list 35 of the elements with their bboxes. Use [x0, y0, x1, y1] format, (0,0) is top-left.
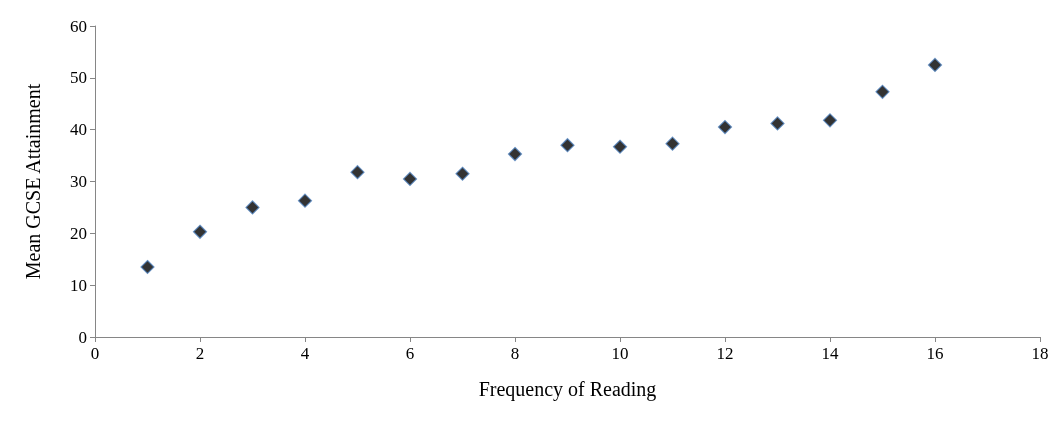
- y-tick-label: 20: [70, 223, 87, 243]
- y-tick-label: 40: [70, 120, 87, 140]
- point: [665, 136, 680, 151]
- point: [245, 200, 260, 215]
- y-tick-label: 0: [78, 327, 87, 347]
- x-tick-label: 10: [611, 344, 629, 363]
- x-tick-label: 2: [195, 344, 205, 363]
- point: [350, 165, 365, 180]
- y-tick-label: 10: [70, 275, 87, 295]
- point: [192, 224, 208, 239]
- x-tick-label: 4: [300, 344, 310, 363]
- x-tick-label: 8: [510, 344, 520, 363]
- x-axis-title: Frequency of Reading: [478, 378, 657, 401]
- point: [927, 57, 943, 72]
- point: [875, 84, 890, 99]
- x-tick-label: 14: [821, 344, 839, 363]
- point: [140, 259, 155, 275]
- point: [717, 119, 733, 135]
- point: [402, 171, 418, 187]
- y-axis-title: Mean GCSE Attainment: [22, 83, 44, 280]
- x-tick-label: 6: [405, 344, 415, 363]
- point: [507, 146, 523, 162]
- point: [612, 139, 628, 154]
- x-tick-label: 18: [1031, 344, 1049, 363]
- point: [822, 113, 838, 128]
- point: [770, 116, 785, 131]
- y-tick-label: 50: [70, 68, 87, 88]
- point: [455, 166, 470, 181]
- y-tick-label: 30: [70, 172, 87, 191]
- x-tick-label: 16: [926, 344, 944, 363]
- y-tick-label: 60: [70, 16, 87, 36]
- point: [560, 138, 575, 153]
- x-tick-label: 0: [90, 344, 100, 363]
- point: [297, 193, 313, 208]
- x-tick-label: 12: [716, 344, 734, 363]
